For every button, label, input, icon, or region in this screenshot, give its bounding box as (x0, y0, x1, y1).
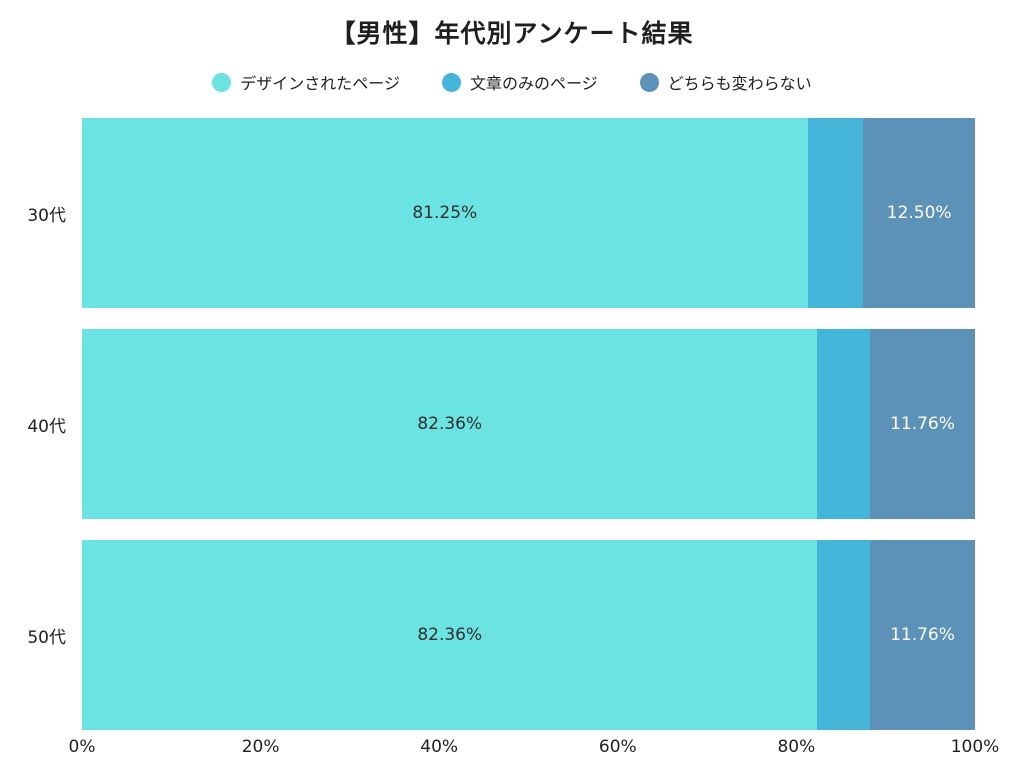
bar-value-label: 82.36% (417, 414, 483, 434)
legend-label: デザインされたページ (240, 74, 400, 93)
bar-segment (807, 118, 864, 308)
x-tick-label: 100% (950, 737, 1000, 757)
chart-title: 【男性】年代別アンケート結果 (330, 19, 694, 48)
bar-value-label: 11.76% (890, 625, 955, 645)
stacked-bar: 82.36% 11.76% (82, 329, 975, 519)
legend-item-no-difference: どちらも変わらない (639, 70, 812, 94)
x-tick-label: 60% (598, 737, 637, 757)
bar-segment: 82.36% (82, 540, 818, 730)
bar-value-label: 12.50% (886, 203, 952, 223)
bar-row: 50代 82.36% 11.76% (27, 540, 975, 730)
bar-value-label: 81.25% (412, 203, 478, 223)
bar-segment: 81.25% (82, 118, 808, 308)
x-axis: 0% 20% 40% 60% 80% 100% (69, 731, 1000, 763)
stacked-bar: 81.25% 12.50% (82, 118, 975, 308)
x-tick-label: 0% (68, 737, 96, 757)
bar-segment (817, 540, 870, 730)
stacked-bar: 82.36% 11.76% (82, 540, 975, 730)
bar-value-label: 11.76% (890, 414, 955, 434)
legend-swatch-icon (212, 72, 232, 92)
bar-segment: 82.36% (82, 329, 818, 519)
legend-swatch-icon (639, 72, 659, 92)
bar-value-label: 82.36% (417, 625, 483, 645)
legend-item-text-only-page: 文章のみのページ (441, 70, 598, 94)
category-label: 50代 (27, 627, 66, 648)
plot-area: 30代 81.25% 12.50% 40代 82.36% 11.76% 50代 82.36% 1… (27, 118, 975, 730)
bar-row: 30代 81.25% 12.50% (27, 118, 975, 308)
category-label: 40代 (27, 416, 66, 437)
bar-row: 40代 82.36% 11.76% (27, 329, 975, 519)
legend: デザインされたページ 文章のみのページ どちらも変わらない (0, 70, 1024, 94)
bar-segment: 11.76% (869, 329, 975, 519)
legend-item-designed-page: デザインされたページ (212, 70, 400, 94)
bar-segment: 12.50% (863, 118, 975, 308)
x-tick-label: 80% (777, 737, 816, 757)
category-label: 30代 (27, 205, 66, 226)
legend-swatch-icon (441, 72, 461, 92)
bar-segment (817, 329, 870, 519)
bar-segment: 11.76% (869, 540, 975, 730)
x-tick-label: 40% (420, 737, 459, 757)
x-tick-label: 20% (241, 737, 280, 757)
legend-label: 文章のみのページ (469, 74, 598, 93)
legend-label: どちらも変わらない (667, 74, 812, 93)
